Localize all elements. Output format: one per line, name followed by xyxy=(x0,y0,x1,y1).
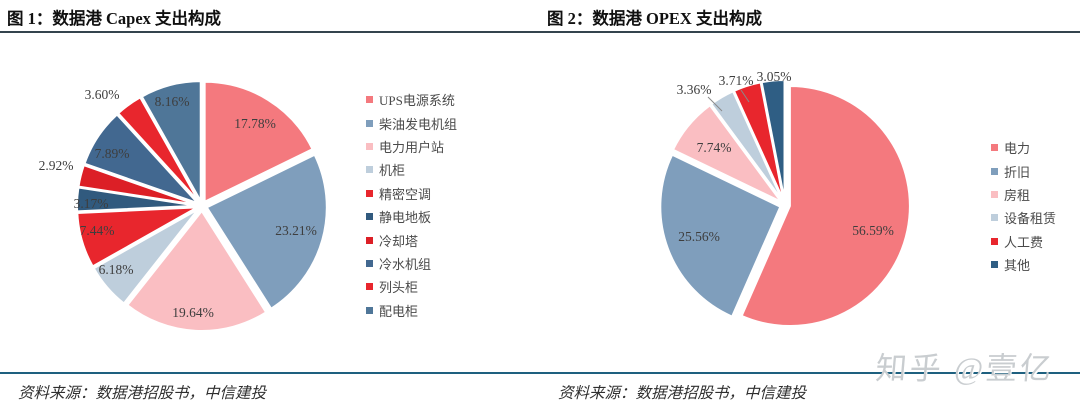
chart1-legend-item-9: 列头柜 xyxy=(366,275,457,298)
pie2-slice-4 xyxy=(710,90,784,202)
legend-swatch-icon xyxy=(366,259,373,267)
legend-swatch-icon xyxy=(366,96,373,104)
chart1-legend-item-5: 精密空调 xyxy=(366,182,457,205)
legend-label: 机柜 xyxy=(379,163,406,179)
chart1-bottom-rule xyxy=(0,372,540,374)
chart1-legend: UPS电源系统 柴油发电机组 电力用户站机柜精密空调静电地板冷却塔冷水机组列头柜配电… xyxy=(366,88,457,322)
chart1-legend-item-6: 静电地板 xyxy=(366,205,457,228)
chart2-source: 资料来源：数据港招股书，中信建投 xyxy=(558,385,807,402)
chart2-legend-item-6: 其他 xyxy=(991,253,1056,276)
chart1-title-rule xyxy=(0,31,540,33)
chart1-title: 图 1：数据港 Capex 支出构成 xyxy=(7,9,222,28)
legend-swatch-icon xyxy=(366,306,373,314)
legend-swatch-icon xyxy=(366,236,373,244)
pie1-slice-8 xyxy=(83,113,199,205)
pie2-leader-line-4 xyxy=(707,96,723,112)
pie1-slice-2 xyxy=(205,153,328,310)
chart2-bottom-rule xyxy=(540,372,1080,374)
legend-swatch-icon xyxy=(366,142,373,150)
chart1-legend-item-4: 机柜 xyxy=(366,158,457,181)
pie2-slice-1 xyxy=(740,85,911,327)
legend-swatch-icon xyxy=(991,237,998,245)
legend-label: 列头柜 xyxy=(379,280,419,296)
chart1-legend-item-3: 电力用户站 xyxy=(366,135,457,158)
legend-label: 折旧 xyxy=(1004,164,1031,180)
pie1-slice-4 xyxy=(92,208,200,305)
chart2-legend-item-4: 设备租赁 xyxy=(991,206,1056,229)
zhihu-watermark: 知乎 @壹亿 xyxy=(874,351,1056,386)
legend-label: 电力 xyxy=(1004,141,1031,157)
chart1-source: 资料来源：数据港招股书，中信建投 xyxy=(18,385,267,402)
legend-label: 电力用户站 xyxy=(379,139,445,155)
pie2-slice-2 xyxy=(659,153,782,318)
legend-swatch-icon xyxy=(366,283,373,291)
legend-swatch-icon xyxy=(991,167,998,175)
legend-label: 配电柜 xyxy=(379,303,419,319)
legend-swatch-icon xyxy=(991,214,998,222)
pie1-slice-9 xyxy=(117,96,201,203)
legend-swatch-icon xyxy=(366,213,373,221)
legend-label: 房租 xyxy=(1004,187,1031,203)
chart1-legend-item-8: 冷水机组 xyxy=(366,252,457,275)
chart2-legend: 电力折旧房租设备租赁人工费其他 xyxy=(991,136,1056,276)
chart2-legend-item-5: 人工费 xyxy=(991,230,1056,253)
chart2-title-rule xyxy=(540,31,1080,33)
chart1-legend-item-10: 配电柜 xyxy=(366,299,457,322)
pie2-slice-5 xyxy=(733,81,785,202)
chart2-legend-item-2: 折旧 xyxy=(991,159,1056,182)
legend-label: 设备租赁 xyxy=(1004,211,1057,227)
legend-label: 冷水机组 xyxy=(379,256,432,272)
pie1-slice-10 xyxy=(140,80,202,203)
legend-swatch-icon xyxy=(366,189,373,197)
legend-swatch-icon xyxy=(366,119,373,127)
legend-label: 冷却塔 xyxy=(379,233,419,249)
pie2-slice-6 xyxy=(760,79,786,202)
chart2-title: 图 2：数据港 OPEX 支出构成 xyxy=(547,9,762,28)
chart2-legend-item-3: 房租 xyxy=(991,183,1056,206)
pie1-slice-3 xyxy=(126,209,268,332)
legend-label: 静电地板 xyxy=(379,210,432,226)
pie1-slice-5 xyxy=(76,206,199,268)
legend-label: 人工费 xyxy=(1004,234,1044,250)
chart1-legend-item-1: UPS电源系统 xyxy=(366,88,457,111)
legend-swatch-icon xyxy=(991,144,998,152)
pie2-slice-3 xyxy=(672,104,783,203)
legend-swatch-icon xyxy=(991,190,998,198)
pie2-leader-line-5 xyxy=(740,89,750,103)
legend-swatch-icon xyxy=(366,166,373,174)
pie1-slice-1 xyxy=(203,80,314,203)
legend-swatch-icon xyxy=(991,261,998,269)
pie1-slice-7 xyxy=(77,164,199,206)
legend-label: 柴油发电机组 xyxy=(379,116,458,132)
chart1-legend-item-2: 柴油发电机组 xyxy=(366,111,457,134)
chart2-legend-item-1: 电力 xyxy=(991,136,1056,159)
legend-label: 其他 xyxy=(1004,258,1031,274)
chart1-legend-item-7: 冷却塔 xyxy=(366,228,457,251)
legend-label: 精密空调 xyxy=(379,186,432,202)
legend-label: UPS电源系统 xyxy=(379,93,455,109)
